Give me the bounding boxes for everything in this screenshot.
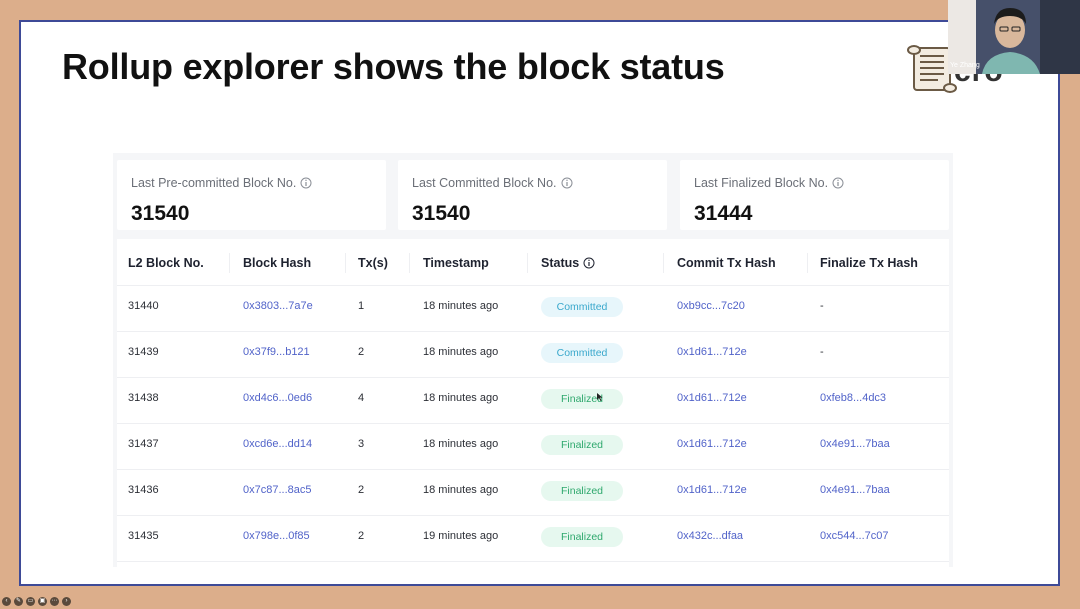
table-row: 31438 0xd4c6...0ed6 4 18 minutes ago Fin… bbox=[117, 377, 949, 424]
card-label-text: Last Pre-committed Block No. bbox=[131, 176, 297, 190]
cell-commit-tx-link[interactable]: 0x1d61...712e bbox=[677, 392, 747, 404]
cell-commit-tx-link[interactable]: 0x1d61...712e bbox=[677, 438, 747, 450]
presenter-name: Ye Zhang bbox=[950, 62, 980, 69]
status-badge: Committed bbox=[541, 297, 623, 317]
card-label: Last Finalized Block No. bbox=[694, 176, 844, 190]
cell-timestamp: 18 minutes ago bbox=[423, 438, 499, 450]
card-label-text: Last Finalized Block No. bbox=[694, 176, 829, 190]
next-icon[interactable]: › bbox=[62, 597, 71, 606]
cell-finalize-tx-link[interactable]: 0xfeb8...4dc3 bbox=[820, 392, 887, 404]
card-value: 31540 bbox=[131, 202, 190, 225]
captions-icon[interactable]: ▭ bbox=[26, 597, 35, 606]
cell-txs: 1 bbox=[358, 300, 365, 312]
header-divider bbox=[663, 253, 664, 273]
table-row: 31437 0xcd6e...dd14 3 18 minutes ago Fin… bbox=[117, 423, 949, 470]
cell-commit-tx-link[interactable]: 0x1d61...712e bbox=[677, 346, 747, 358]
status-badge: Finalized bbox=[541, 527, 623, 547]
cell-block-no: 31436 bbox=[128, 484, 159, 496]
cell-finalize-tx-link[interactable]: 0x4e91...7baa bbox=[820, 484, 890, 496]
cell-block-hash-link[interactable]: 0x7c87...8ac5 bbox=[243, 484, 312, 496]
table-header: L2 Block No. Block Hash Tx(s) Timestamp … bbox=[117, 239, 949, 286]
cell-finalize-tx: - bbox=[820, 346, 824, 358]
table-row: 31436 0x7c87...8ac5 2 18 minutes ago Fin… bbox=[117, 469, 949, 516]
info-icon[interactable] bbox=[832, 177, 844, 189]
header-divider bbox=[345, 253, 346, 273]
cell-timestamp: 18 minutes ago bbox=[423, 346, 499, 358]
header-divider bbox=[409, 253, 410, 273]
table-row: 31439 0x37f9...b121 2 18 minutes ago Com… bbox=[117, 331, 949, 378]
status-badge: Finalized bbox=[541, 389, 623, 409]
more-icon[interactable]: ⋯ bbox=[50, 597, 59, 606]
card-label: Last Pre-committed Block No. bbox=[131, 176, 312, 190]
cell-timestamp: 18 minutes ago bbox=[423, 484, 499, 496]
cell-commit-tx-link[interactable]: 0x432c...dfaa bbox=[677, 530, 744, 542]
card-label-text: Last Committed Block No. bbox=[412, 176, 557, 190]
info-icon[interactable] bbox=[300, 177, 312, 189]
cell-commit-tx-link[interactable]: 0xb9cc...7c20 bbox=[677, 300, 745, 312]
cell-block-hash-link[interactable]: 0x798e...0f85 bbox=[243, 530, 310, 542]
presenter-video-icon bbox=[948, 0, 1080, 74]
header-status: Status bbox=[541, 256, 595, 270]
cell-block-no: 31440 bbox=[128, 300, 159, 312]
screen-icon[interactable]: ▣ bbox=[38, 597, 47, 606]
header-divider bbox=[229, 253, 230, 273]
card-value: 31540 bbox=[412, 202, 471, 225]
cell-timestamp: 18 minutes ago bbox=[423, 392, 499, 404]
presentation-slide: Rollup explorer shows the block status c… bbox=[19, 20, 1060, 586]
header-block-no: L2 Block No. bbox=[128, 256, 204, 270]
blocks-table: L2 Block No. Block Hash Tx(s) Timestamp … bbox=[117, 239, 949, 567]
cell-block-no: 31435 bbox=[128, 530, 159, 542]
cell-block-hash-link[interactable]: 0x37f9...b121 bbox=[243, 346, 310, 358]
cell-block-no: 31439 bbox=[128, 346, 159, 358]
explorer-panel: Last Pre-committed Block No. 31540 Last … bbox=[113, 153, 953, 567]
slide-title: Rollup explorer shows the block status bbox=[62, 46, 725, 87]
card-last-finalized: Last Finalized Block No. 31444 bbox=[680, 160, 949, 230]
status-badge: Finalized bbox=[541, 435, 623, 455]
cell-txs: 4 bbox=[358, 392, 365, 404]
header-txs: Tx(s) bbox=[358, 256, 388, 270]
card-label: Last Committed Block No. bbox=[412, 176, 573, 190]
presenter-webcam: Ye Zhang bbox=[948, 0, 1080, 74]
cell-timestamp: 18 minutes ago bbox=[423, 300, 499, 312]
header-finalize-tx: Finalize Tx Hash bbox=[820, 256, 918, 270]
back-icon[interactable]: ‹ bbox=[2, 597, 11, 606]
card-last-committed: Last Committed Block No. 31540 bbox=[398, 160, 667, 230]
cell-block-hash-link[interactable]: 0xd4c6...0ed6 bbox=[243, 392, 313, 404]
header-commit-tx: Commit Tx Hash bbox=[677, 256, 776, 270]
card-last-precommitted: Last Pre-committed Block No. 31540 bbox=[117, 160, 386, 230]
cell-txs: 2 bbox=[358, 346, 365, 358]
cell-block-no: 31437 bbox=[128, 438, 159, 450]
table-row: 31440 0x3803...7a7e 1 18 minutes ago Com… bbox=[117, 285, 949, 332]
info-icon[interactable] bbox=[583, 257, 595, 269]
status-badge: Committed bbox=[541, 343, 623, 363]
pen-icon[interactable]: ✎ bbox=[14, 597, 23, 606]
cell-block-hash-link[interactable]: 0x3803...7a7e bbox=[243, 300, 313, 312]
table-row: 31435 0x798e...0f85 2 19 minutes ago Fin… bbox=[117, 515, 949, 562]
cell-txs: 2 bbox=[358, 484, 365, 496]
card-value: 31444 bbox=[694, 202, 753, 225]
status-badge: Finalized bbox=[541, 481, 623, 501]
scroll-logo-icon bbox=[907, 45, 957, 93]
cell-finalize-tx-link[interactable]: 0xc544...7c07 bbox=[820, 530, 889, 542]
mouse-cursor-icon bbox=[597, 393, 603, 401]
header-divider bbox=[527, 253, 528, 273]
header-divider bbox=[807, 253, 808, 273]
header-status-text: Status bbox=[541, 256, 580, 270]
cell-block-hash-link[interactable]: 0xcd6e...dd14 bbox=[243, 438, 313, 450]
cell-commit-tx-link[interactable]: 0x1d61...712e bbox=[677, 484, 747, 496]
cell-txs: 3 bbox=[358, 438, 365, 450]
info-icon[interactable] bbox=[561, 177, 573, 189]
cell-block-no: 31438 bbox=[128, 392, 159, 404]
slideshow-toolbar: ‹ ✎ ▭ ▣ ⋯ › bbox=[2, 597, 71, 607]
cell-txs: 2 bbox=[358, 530, 365, 542]
cell-timestamp: 19 minutes ago bbox=[423, 530, 499, 542]
header-timestamp: Timestamp bbox=[423, 256, 489, 270]
header-block-hash: Block Hash bbox=[243, 256, 312, 270]
cell-finalize-tx: - bbox=[820, 300, 824, 312]
cell-finalize-tx-link[interactable]: 0x4e91...7baa bbox=[820, 438, 890, 450]
